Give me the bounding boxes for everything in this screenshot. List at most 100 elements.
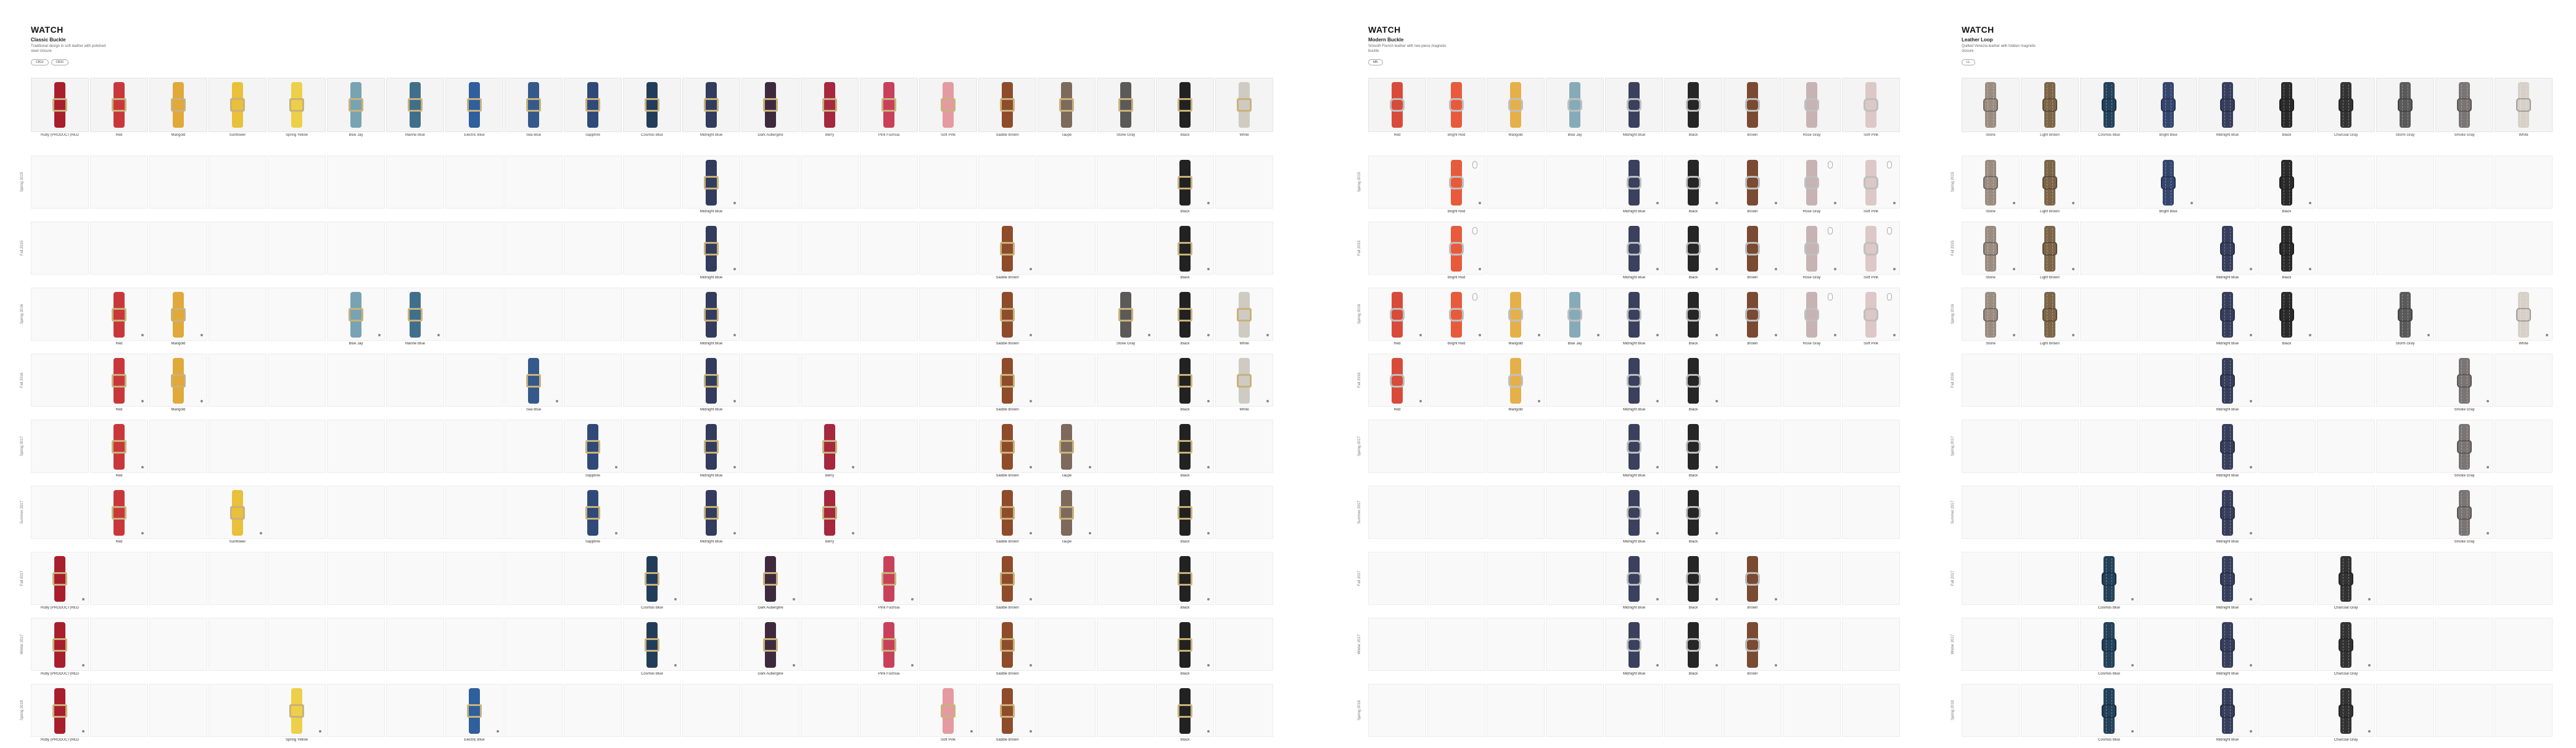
release-cell[interactable] <box>860 684 918 737</box>
release-cell[interactable] <box>978 684 1036 737</box>
release-cell[interactable] <box>1962 552 2020 605</box>
release-cell[interactable] <box>741 354 799 407</box>
release-cell[interactable] <box>2258 684 2316 737</box>
release-cell[interactable] <box>623 156 681 209</box>
release-cell[interactable] <box>741 288 799 341</box>
catalog-swatch[interactable] <box>2021 78 2079 132</box>
release-cell[interactable] <box>2258 552 2316 605</box>
release-cell[interactable] <box>2317 222 2375 275</box>
release-cell[interactable] <box>2198 486 2256 539</box>
release-cell[interactable] <box>623 552 681 605</box>
catalog-swatch[interactable] <box>682 78 740 132</box>
release-cell[interactable] <box>2435 222 2493 275</box>
release-cell[interactable] <box>1215 552 1273 605</box>
release-cell[interactable] <box>623 684 681 737</box>
release-cell[interactable] <box>2376 420 2434 473</box>
release-cell[interactable] <box>386 156 444 209</box>
release-cell[interactable] <box>741 552 799 605</box>
release-cell[interactable] <box>1156 552 1214 605</box>
release-cell[interactable] <box>2080 354 2138 407</box>
size-chip[interactable]: MB <box>1368 59 1383 65</box>
release-cell[interactable] <box>1368 618 1426 671</box>
release-cell[interactable] <box>1156 420 1214 473</box>
release-cell[interactable] <box>801 486 859 539</box>
release-cell[interactable] <box>1038 420 1096 473</box>
release-cell[interactable] <box>2435 420 2493 473</box>
release-cell[interactable] <box>1097 288 1155 341</box>
release-cell[interactable] <box>1215 420 1273 473</box>
size-chip[interactable]: CB20 <box>51 59 69 65</box>
release-cell[interactable] <box>2021 684 2079 737</box>
release-cell[interactable] <box>1724 420 1781 473</box>
release-cell[interactable] <box>2258 486 2316 539</box>
release-cell[interactable] <box>2080 552 2138 605</box>
catalog-swatch[interactable] <box>31 78 89 132</box>
release-cell[interactable] <box>1368 354 1426 407</box>
release-cell[interactable] <box>2080 222 2138 275</box>
release-cell[interactable] <box>741 222 799 275</box>
release-cell[interactable] <box>1487 486 1545 539</box>
release-cell[interactable] <box>445 684 503 737</box>
release-cell[interactable] <box>1783 684 1841 737</box>
release-cell[interactable] <box>1487 156 1545 209</box>
release-cell[interactable] <box>386 354 444 407</box>
release-cell[interactable] <box>801 354 859 407</box>
release-cell[interactable] <box>208 618 266 671</box>
catalog-swatch[interactable] <box>1842 78 1900 132</box>
release-cell[interactable] <box>1368 552 1426 605</box>
release-cell[interactable] <box>208 354 266 407</box>
size-chip[interactable]: LL <box>1962 59 1975 65</box>
release-cell[interactable] <box>1962 618 2020 671</box>
release-cell[interactable] <box>2495 486 2553 539</box>
release-cell[interactable] <box>208 552 266 605</box>
release-cell[interactable] <box>2317 684 2375 737</box>
release-cell[interactable] <box>445 354 503 407</box>
release-cell[interactable] <box>564 156 622 209</box>
catalog-swatch[interactable] <box>2317 78 2375 132</box>
release-cell[interactable] <box>682 684 740 737</box>
release-cell[interactable] <box>505 354 563 407</box>
catalog-swatch[interactable] <box>268 78 326 132</box>
release-cell[interactable] <box>2021 486 2079 539</box>
release-cell[interactable] <box>2495 684 2553 737</box>
release-cell[interactable] <box>2435 288 2493 341</box>
size-chip[interactable]: CB10 <box>31 59 49 65</box>
release-cell[interactable] <box>682 288 740 341</box>
release-cell[interactable] <box>2376 288 2434 341</box>
release-cell[interactable] <box>386 420 444 473</box>
release-cell[interactable] <box>268 156 326 209</box>
catalog-swatch[interactable] <box>1368 78 1426 132</box>
release-cell[interactable] <box>1842 684 1900 737</box>
release-cell[interactable] <box>978 354 1036 407</box>
release-cell[interactable] <box>1427 288 1485 341</box>
release-cell[interactable] <box>1368 420 1426 473</box>
release-cell[interactable] <box>1215 354 1273 407</box>
release-cell[interactable] <box>2435 552 2493 605</box>
catalog-swatch[interactable] <box>2435 78 2493 132</box>
release-cell[interactable] <box>2139 420 2197 473</box>
release-cell[interactable] <box>1368 486 1426 539</box>
release-cell[interactable] <box>505 486 563 539</box>
release-cell[interactable] <box>90 486 148 539</box>
release-cell[interactable] <box>1605 222 1663 275</box>
release-cell[interactable] <box>1546 354 1604 407</box>
catalog-swatch[interactable] <box>741 78 799 132</box>
release-cell[interactable] <box>2139 288 2197 341</box>
release-cell[interactable] <box>1605 156 1663 209</box>
release-cell[interactable] <box>1664 354 1722 407</box>
catalog-swatch[interactable] <box>90 78 148 132</box>
release-cell[interactable] <box>505 552 563 605</box>
release-cell[interactable] <box>564 288 622 341</box>
release-cell[interactable] <box>2139 222 2197 275</box>
release-cell[interactable] <box>1427 684 1485 737</box>
release-cell[interactable] <box>2495 222 2553 275</box>
release-cell[interactable] <box>90 552 148 605</box>
release-cell[interactable] <box>1427 420 1485 473</box>
release-cell[interactable] <box>1783 222 1841 275</box>
release-cell[interactable] <box>1427 486 1485 539</box>
release-cell[interactable] <box>445 618 503 671</box>
release-cell[interactable] <box>564 222 622 275</box>
release-cell[interactable] <box>90 684 148 737</box>
release-cell[interactable] <box>149 618 207 671</box>
catalog-swatch[interactable] <box>149 78 207 132</box>
